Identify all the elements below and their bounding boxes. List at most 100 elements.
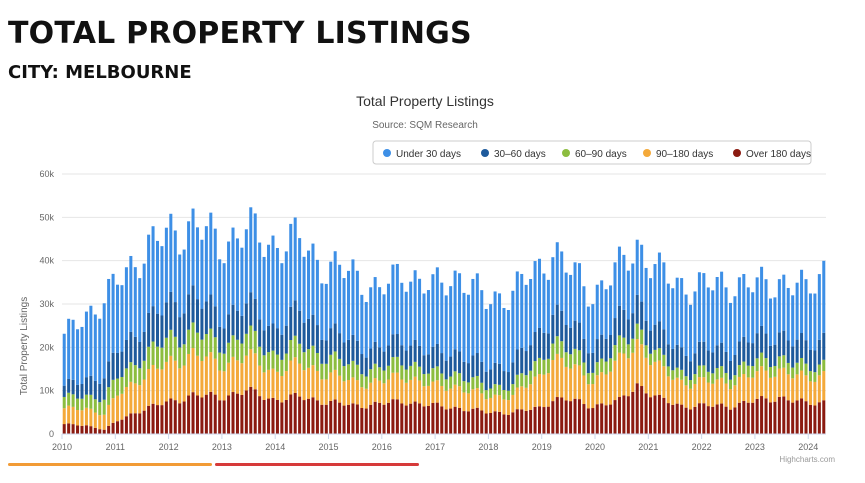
chart-container: Total Property Listings Source: SQM Rese… bbox=[0, 86, 865, 478]
bar-under-30-days bbox=[120, 285, 124, 352]
bar-60-90-days bbox=[511, 384, 515, 395]
bar-60-90-days bbox=[498, 384, 502, 396]
bar-60-90-days bbox=[702, 365, 706, 378]
bar-90-180-days bbox=[293, 357, 297, 393]
bar-30-60-days bbox=[533, 332, 537, 362]
bar-60-90-days bbox=[666, 366, 670, 377]
bar-over-180-days bbox=[271, 397, 275, 434]
bar-series bbox=[62, 207, 826, 435]
y-tick-label: 30k bbox=[39, 299, 54, 309]
bar-30-60-days bbox=[737, 341, 741, 366]
bar-60-90-days bbox=[213, 337, 217, 359]
bar-over-180-days bbox=[542, 407, 546, 434]
bar-over-180-days bbox=[311, 397, 315, 434]
bar-over-180-days bbox=[155, 405, 160, 434]
bar-90-180-days bbox=[111, 398, 115, 423]
bar-90-180-days bbox=[728, 389, 733, 410]
bar-90-180-days bbox=[786, 374, 790, 401]
bar-under-30-days bbox=[400, 282, 404, 346]
bar-30-60-days bbox=[720, 342, 724, 367]
bar-over-180-days bbox=[622, 395, 626, 434]
bar-over-180-days bbox=[782, 396, 786, 434]
bar-60-90-days bbox=[364, 376, 368, 389]
bar-60-90-days bbox=[462, 381, 466, 393]
accent-bar-orange bbox=[8, 463, 212, 466]
bar-under-30-days bbox=[364, 301, 368, 358]
chart-subtitle: Source: SQM Research bbox=[372, 120, 478, 131]
bar-30-60-days bbox=[813, 350, 817, 373]
bar-30-60-days bbox=[453, 349, 457, 372]
bar-30-60-days bbox=[235, 310, 239, 340]
bar-under-30-days bbox=[84, 311, 88, 378]
bar-30-60-days bbox=[355, 340, 359, 365]
bar-90-180-days bbox=[795, 374, 799, 401]
bar-over-180-days bbox=[493, 411, 497, 434]
bar-90-180-days bbox=[116, 395, 120, 422]
bar-90-180-days bbox=[453, 384, 457, 407]
bar-90-180-days bbox=[71, 406, 75, 425]
bar-over-180-days bbox=[631, 391, 635, 434]
bar-under-30-days bbox=[542, 273, 546, 333]
bar-30-60-days bbox=[231, 304, 235, 336]
bar-90-180-days bbox=[822, 371, 826, 401]
bar-90-180-days bbox=[817, 375, 821, 403]
bar-90-180-days bbox=[653, 361, 657, 396]
bar-30-60-days bbox=[298, 310, 302, 344]
bar-30-60-days bbox=[551, 314, 555, 344]
bar-over-180-days bbox=[267, 398, 271, 434]
bar-over-180-days bbox=[124, 416, 128, 434]
bar-60-90-days bbox=[209, 328, 213, 353]
bar-60-90-days bbox=[435, 366, 439, 381]
bar-30-60-days bbox=[102, 378, 106, 400]
bar-60-90-days bbox=[493, 384, 497, 395]
bar-30-60-days bbox=[289, 306, 293, 341]
bar-over-180-days bbox=[728, 409, 733, 434]
bar-60-90-days bbox=[577, 350, 581, 366]
legend-label: Under 30 days bbox=[396, 149, 461, 160]
bar-30-60-days bbox=[768, 345, 772, 368]
bar-90-180-days bbox=[524, 387, 528, 411]
bar-60-90-days bbox=[720, 366, 724, 378]
bar-under-30-days bbox=[706, 287, 710, 351]
bar-30-60-days bbox=[222, 328, 226, 354]
bar-30-60-days bbox=[746, 342, 750, 366]
bar-over-180-days bbox=[382, 404, 386, 434]
legend-box bbox=[372, 140, 812, 165]
bar-30-60-days bbox=[609, 335, 613, 359]
bar-60-90-days bbox=[355, 364, 359, 381]
bar-30-60-days bbox=[440, 353, 444, 374]
bar-90-180-days bbox=[804, 375, 808, 402]
bar-30-60-days bbox=[471, 355, 475, 378]
bar-under-30-days bbox=[413, 270, 417, 340]
bar-30-60-days bbox=[520, 347, 524, 374]
bar-30-60-days bbox=[262, 330, 266, 356]
bar-over-180-days bbox=[786, 400, 790, 434]
bar-90-180-days bbox=[640, 344, 644, 387]
bar-under-30-days bbox=[222, 263, 226, 329]
bar-30-60-days bbox=[653, 324, 657, 350]
bar-90-180-days bbox=[315, 370, 319, 401]
bar-30-60-days bbox=[404, 350, 408, 370]
bar-over-180-days bbox=[191, 392, 195, 434]
bar-90-180-days bbox=[582, 375, 586, 405]
bar-under-30-days bbox=[360, 294, 364, 355]
bar-90-180-days bbox=[697, 377, 701, 404]
bar-60-90-days bbox=[191, 322, 195, 349]
y-axis-title: Total Property Listings bbox=[19, 297, 30, 395]
bar-under-30-days bbox=[258, 242, 262, 320]
bar-60-90-days bbox=[524, 375, 528, 388]
bar-60-90-days bbox=[378, 367, 382, 381]
bar-under-30-days bbox=[346, 270, 351, 340]
bar-60-90-days bbox=[293, 335, 297, 358]
bar-under-30-days bbox=[666, 283, 670, 345]
bar-30-60-days bbox=[351, 334, 355, 361]
bar-under-30-days bbox=[733, 296, 737, 355]
bar-30-60-days bbox=[227, 314, 231, 343]
bar-under-30-days bbox=[227, 241, 231, 315]
bar-under-30-days bbox=[307, 250, 311, 319]
bar-30-60-days bbox=[564, 324, 568, 353]
y-tick-label: 10k bbox=[39, 386, 54, 396]
bar-under-30-days bbox=[786, 287, 790, 341]
bar-90-180-days bbox=[262, 372, 266, 400]
bar-over-180-days bbox=[675, 403, 679, 434]
